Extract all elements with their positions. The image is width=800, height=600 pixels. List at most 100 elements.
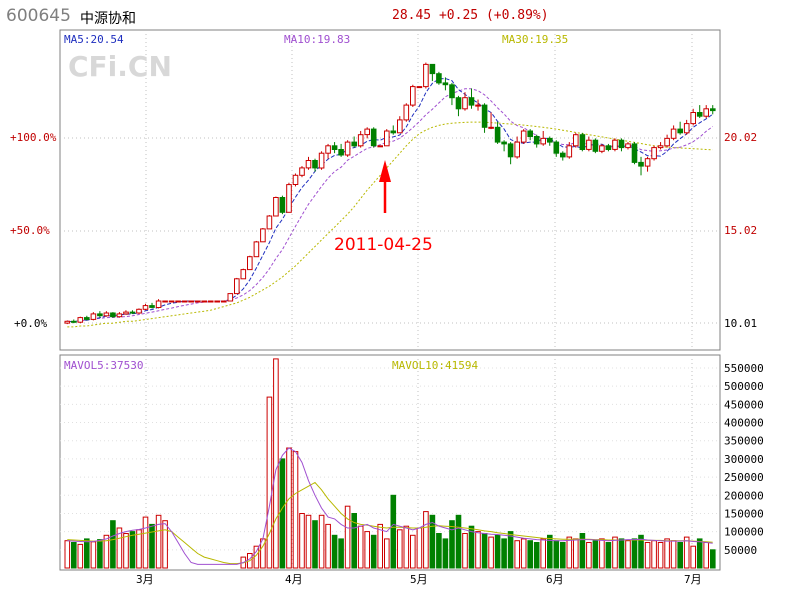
volume-bar — [344, 505, 351, 569]
volume-bar — [331, 534, 338, 569]
volume-bar — [638, 534, 644, 569]
volume-tick-label: 250000 — [724, 471, 764, 484]
volume-bar — [644, 542, 651, 569]
volume-bar — [683, 536, 690, 569]
candle-body — [149, 305, 155, 308]
candle-body — [129, 311, 136, 314]
volume-bar — [696, 538, 703, 569]
candle-body — [670, 128, 677, 139]
candle-body — [533, 136, 540, 145]
volume-bar — [703, 542, 710, 569]
candle-body — [651, 147, 657, 160]
volume-ticks: 50000 100000 150000 200000 250000 300000 35000… — [724, 362, 764, 557]
volume-bar — [494, 534, 501, 569]
volume-bar — [155, 514, 162, 569]
candle-body — [586, 139, 592, 150]
volume-bar — [364, 531, 370, 569]
grid — [60, 30, 720, 570]
candle-body — [579, 134, 586, 150]
candle-body — [462, 97, 468, 110]
candle-body — [683, 123, 690, 134]
volume-bar — [123, 533, 129, 569]
volume-bar — [573, 538, 579, 569]
volume-tick-label: 550000 — [724, 362, 764, 375]
candle-body — [710, 108, 716, 112]
candle-body — [312, 160, 318, 169]
volume-bar — [97, 539, 103, 569]
volume-bar — [403, 525, 410, 569]
right-tick-2002: 20.02 — [724, 131, 757, 144]
candle-body — [612, 139, 618, 150]
volume-bar — [292, 451, 299, 569]
left-tick-100: +100.0% — [10, 131, 57, 144]
candle-body — [449, 84, 455, 99]
price-pane — [59, 29, 721, 351]
candle-body — [97, 313, 103, 317]
ma5-legend: MA5:20.54 — [64, 33, 124, 46]
ma30-legend: MA30:19.35 — [502, 33, 568, 46]
candle-body — [501, 141, 507, 145]
candle-body — [540, 137, 547, 145]
right-tick-1001: 10.01 — [724, 317, 757, 330]
volume-bar — [312, 520, 318, 569]
volume-bar — [136, 529, 142, 569]
candle-body — [429, 63, 436, 75]
candle-body — [325, 145, 331, 154]
last-price: 28.45 — [392, 8, 432, 23]
volume-tick-label: 400000 — [724, 417, 764, 430]
volume-bar — [64, 540, 71, 569]
candle-body — [110, 312, 116, 318]
candle-body — [599, 145, 605, 152]
volume-bar — [318, 514, 325, 569]
volume-bar — [384, 538, 390, 569]
mavol10-legend: MAVOL10:41594 — [392, 359, 478, 372]
candle-body — [84, 317, 90, 320]
candle-body — [188, 300, 194, 303]
candle-body — [423, 63, 429, 88]
volume-bar — [325, 523, 331, 569]
volume-ma-lines — [67, 447, 713, 565]
candle-body — [370, 128, 377, 147]
candle-body — [566, 145, 573, 158]
volume-bar — [527, 540, 534, 569]
candle-body — [507, 143, 514, 158]
volume-bar — [592, 540, 599, 569]
volume-bar — [423, 511, 429, 569]
left-tick-50: +50.0% — [10, 224, 50, 237]
volume-bar — [651, 540, 657, 569]
x-label-may: 5月 — [410, 573, 428, 586]
volume-bar — [357, 525, 364, 569]
candle-body — [560, 152, 566, 158]
volume-bar — [690, 545, 697, 569]
price-change-pct: (+0.89%) — [485, 8, 549, 23]
header: 600645 中源协和 28.45 +0.25 (+0.89%) — [0, 0, 800, 30]
volume-bar — [377, 523, 383, 569]
candle-body — [266, 215, 273, 230]
candle-body — [377, 145, 383, 148]
candle-body — [77, 317, 84, 323]
volume-bar — [142, 516, 149, 569]
candle-body — [410, 86, 416, 106]
volume-bars — [64, 358, 716, 569]
candle-body — [136, 308, 142, 314]
candle-body — [71, 320, 77, 323]
volume-bar — [631, 538, 638, 569]
candle-body — [553, 141, 560, 154]
candle-body — [351, 141, 357, 147]
candle-body — [696, 112, 703, 117]
candle-body — [201, 300, 207, 303]
volume-bar — [533, 542, 540, 569]
volume-bar — [103, 534, 110, 569]
ma10-legend: MA10:19.83 — [284, 33, 350, 46]
left-tick-0: +0.0% — [14, 317, 47, 330]
volume-bar — [397, 529, 403, 569]
candle-body — [527, 130, 534, 137]
volume-tick-label: 150000 — [724, 507, 764, 520]
candle-body — [514, 141, 521, 158]
candle-body — [403, 104, 410, 121]
candle-body — [168, 300, 175, 303]
candle-body — [162, 300, 168, 303]
candle-body — [442, 82, 449, 86]
x-label-mar: 3月 — [136, 573, 154, 586]
candle-body — [397, 119, 403, 134]
